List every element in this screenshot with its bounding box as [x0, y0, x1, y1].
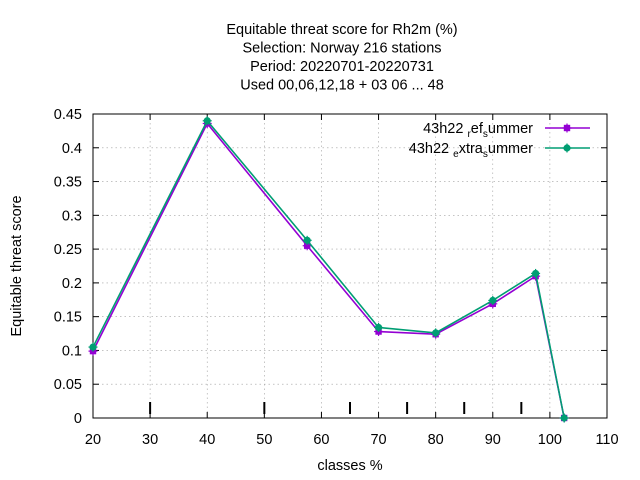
series-line	[92, 121, 565, 419]
data-point	[559, 413, 569, 423]
x-tick-label: 40	[199, 432, 215, 448]
x-tick-label: 50	[256, 432, 272, 448]
x-tick-label: 60	[313, 432, 329, 448]
y-tick-label: 0.15	[54, 310, 82, 326]
legend-label: 43h22 extrasummer	[409, 141, 533, 160]
y-tick-label: 0.3	[62, 208, 82, 224]
data-point	[531, 268, 541, 278]
title-line: Equitable threat score for Rh2m (%)	[226, 22, 457, 38]
y-tick-label: 0	[74, 411, 82, 427]
series-0	[88, 118, 569, 423]
data-point	[562, 123, 572, 133]
data-point	[431, 328, 441, 338]
x-axis-label: classes %	[317, 458, 382, 474]
series	[88, 116, 569, 423]
y-tick-label: 0.45	[54, 107, 82, 123]
x-tick-label: 90	[485, 432, 501, 448]
chart-title: Equitable threat score for Rh2m (%) Selec…	[226, 22, 457, 94]
x-tick-label: 70	[370, 432, 386, 448]
title-line: Used 00,06,12,18 + 03 06 ... 48	[240, 78, 444, 94]
x-tick-label: 30	[142, 432, 158, 448]
axis-ticks: 20 30 40 50 60 70 80 90 100 110 0 0.05 0.1 0.15 0.2 0.2…	[54, 107, 619, 448]
y-tick-label: 0.25	[54, 242, 82, 258]
legend-entry: 43h22 refsummer	[423, 121, 590, 140]
title-line: Period: 20220701-20220731	[250, 59, 434, 75]
title-line: Selection: Norway 216 stations	[242, 41, 441, 57]
y-tick-label: 0.4	[62, 141, 82, 157]
data-point	[488, 295, 498, 305]
y-tick-label: 0.1	[62, 343, 82, 359]
y-tick-label: 0.05	[54, 377, 82, 393]
series-line	[92, 119, 565, 419]
data-point	[88, 342, 98, 352]
data-point	[374, 322, 384, 332]
y-axis-label: Equitable threat score	[9, 195, 25, 336]
y-tick-label: 0.2	[62, 276, 82, 292]
y-tick-label: 0.35	[54, 175, 82, 191]
legend-entry: 43h22 extrasummer	[409, 141, 590, 160]
grid	[93, 114, 607, 418]
class-markers	[149, 402, 523, 414]
data-point	[202, 116, 212, 126]
series-1	[88, 116, 569, 423]
x-tick-label: 100	[538, 432, 562, 448]
x-tick-label: 80	[428, 432, 444, 448]
legend-label: 43h22 refsummer	[423, 121, 533, 140]
data-point	[302, 235, 312, 245]
plot-frame	[92, 113, 608, 419]
x-tick-label: 110	[595, 432, 618, 448]
x-tick-label: 20	[85, 432, 101, 448]
data-point	[562, 143, 572, 153]
